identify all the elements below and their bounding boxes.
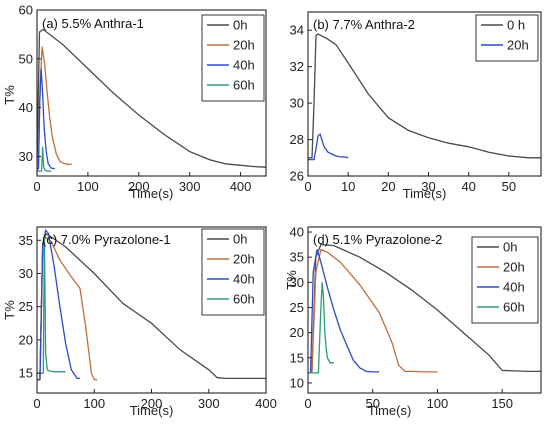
- legend-label: 40h: [233, 272, 255, 287]
- legend-label: 0h: [503, 240, 517, 255]
- legend-box: [471, 236, 539, 324]
- x-tick-label: 10: [341, 179, 355, 194]
- legend-box: [475, 14, 539, 62]
- panel-b: 0 10 20 30 40 50 26 28 30 32 34 Time(s) (b) 7.7% Ant…: [290, 11, 542, 201]
- y-tick-label: 35: [19, 233, 33, 248]
- y-tick-label: 40: [19, 100, 33, 115]
- series-line-20h: [308, 248, 438, 374]
- legend-label: 60h: [233, 78, 255, 93]
- x-tick-label: 200: [141, 396, 163, 411]
- series-line-60h: [308, 282, 334, 374]
- legend-label: 40h: [503, 280, 525, 295]
- x-tick-label: 150: [491, 396, 513, 411]
- series-line-40h: [37, 228, 80, 381]
- x-tick-label: 30: [421, 179, 435, 194]
- y-tick-label: 32: [290, 59, 304, 74]
- y-tick-label: 35: [290, 250, 304, 265]
- x-tick-label: 0: [304, 179, 311, 194]
- y-tick-label: 15: [290, 350, 304, 365]
- y-axis-label: T%: [2, 85, 17, 105]
- panel-title: (a) 5.5% Anthra-1: [42, 16, 144, 31]
- legend-box: [201, 228, 265, 316]
- y-tick-label: 20: [19, 332, 33, 347]
- legend-label: 0h: [233, 18, 247, 33]
- panel-title: (b) 7.7% Anthra-2: [313, 17, 415, 32]
- legend-label: 0h: [233, 232, 247, 247]
- panel-title: (d) 5.1% Pyrazolone-2: [313, 232, 442, 247]
- x-tick-label: 0: [33, 179, 40, 194]
- x-tick-label: 0: [33, 396, 40, 411]
- legend-label: 60h: [503, 300, 525, 315]
- x-tick-label: 300: [198, 396, 220, 411]
- y-tick-label: 60: [19, 3, 33, 18]
- x-tick-label: 40: [461, 179, 475, 194]
- y-axis-label: T%: [2, 300, 17, 320]
- x-tick-label: 50: [502, 179, 516, 194]
- panel-title: (c) 7.0% Pyrazolone-1: [42, 232, 171, 247]
- x-tick-label: 100: [77, 179, 99, 194]
- y-tick-label: 10: [290, 375, 304, 390]
- legend-label: 20h: [503, 260, 525, 275]
- x-axis-label: Time(s): [130, 186, 174, 201]
- series-line-40h: [37, 68, 55, 170]
- legend-label: 0 h: [507, 18, 525, 33]
- series-line-0h: [308, 33, 541, 159]
- y-tick-label: 30: [290, 96, 304, 111]
- series-line-0h: [37, 28, 266, 168]
- x-tick-label: 0: [304, 396, 311, 411]
- y-tick-label: 50: [19, 51, 33, 66]
- y-tick-label: 28: [290, 132, 304, 147]
- x-tick-label: 300: [179, 179, 201, 194]
- plot-frame: [307, 226, 542, 394]
- plot-frame: [36, 9, 267, 177]
- y-tick-label: 30: [19, 266, 33, 281]
- y-tick-label: 26: [290, 169, 304, 184]
- y-tick-label: 25: [290, 300, 304, 315]
- y-tick-label: 34: [290, 23, 304, 38]
- y-tick-label: 20: [290, 325, 304, 340]
- series-line-60h: [37, 146, 52, 172]
- y-tick-label: 15: [19, 366, 33, 381]
- legend-label: 20h: [233, 252, 255, 267]
- legend-label: 60h: [233, 292, 255, 307]
- x-axis-label: Time(s): [130, 403, 174, 418]
- x-tick-label: 20: [381, 179, 395, 194]
- y-tick-label: 30: [290, 275, 304, 290]
- series-line-40h: [308, 249, 380, 374]
- x-tick-label: 100: [83, 396, 105, 411]
- legend-label: 20h: [233, 38, 255, 53]
- y-axis-label: T%: [284, 270, 299, 290]
- x-tick-label: 100: [427, 396, 449, 411]
- panel-a: 0 100 200 300 400 30 40 50 60 Time(s) T% (a) 5.5% A…: [2, 3, 267, 201]
- plot-frame: [307, 11, 542, 177]
- x-axis-label: Time(s): [368, 403, 412, 418]
- x-tick-label: 400: [230, 179, 252, 194]
- x-tick-label: 200: [128, 179, 150, 194]
- legend-label: 20h: [507, 38, 529, 53]
- y-tick-label: 40: [290, 225, 304, 240]
- y-tick-label: 25: [19, 299, 33, 314]
- x-tick-label: 50: [365, 396, 379, 411]
- y-tick-label: 30: [19, 149, 33, 164]
- panel-c: 0 100 200 300 400 15 20 25 30 35 Time(s) T% (c) 7.0%…: [2, 226, 277, 418]
- x-axis-label: Time(s): [403, 186, 447, 201]
- panel-d: 0 50 100 150 10 15 20 25 30 35 40 Time(s) T% (d) 5.1%…: [284, 225, 542, 418]
- series-line-20h: [308, 132, 349, 161]
- x-tick-label: 400: [255, 396, 277, 411]
- legend-label: 40h: [233, 58, 255, 73]
- legend-box: [201, 14, 265, 102]
